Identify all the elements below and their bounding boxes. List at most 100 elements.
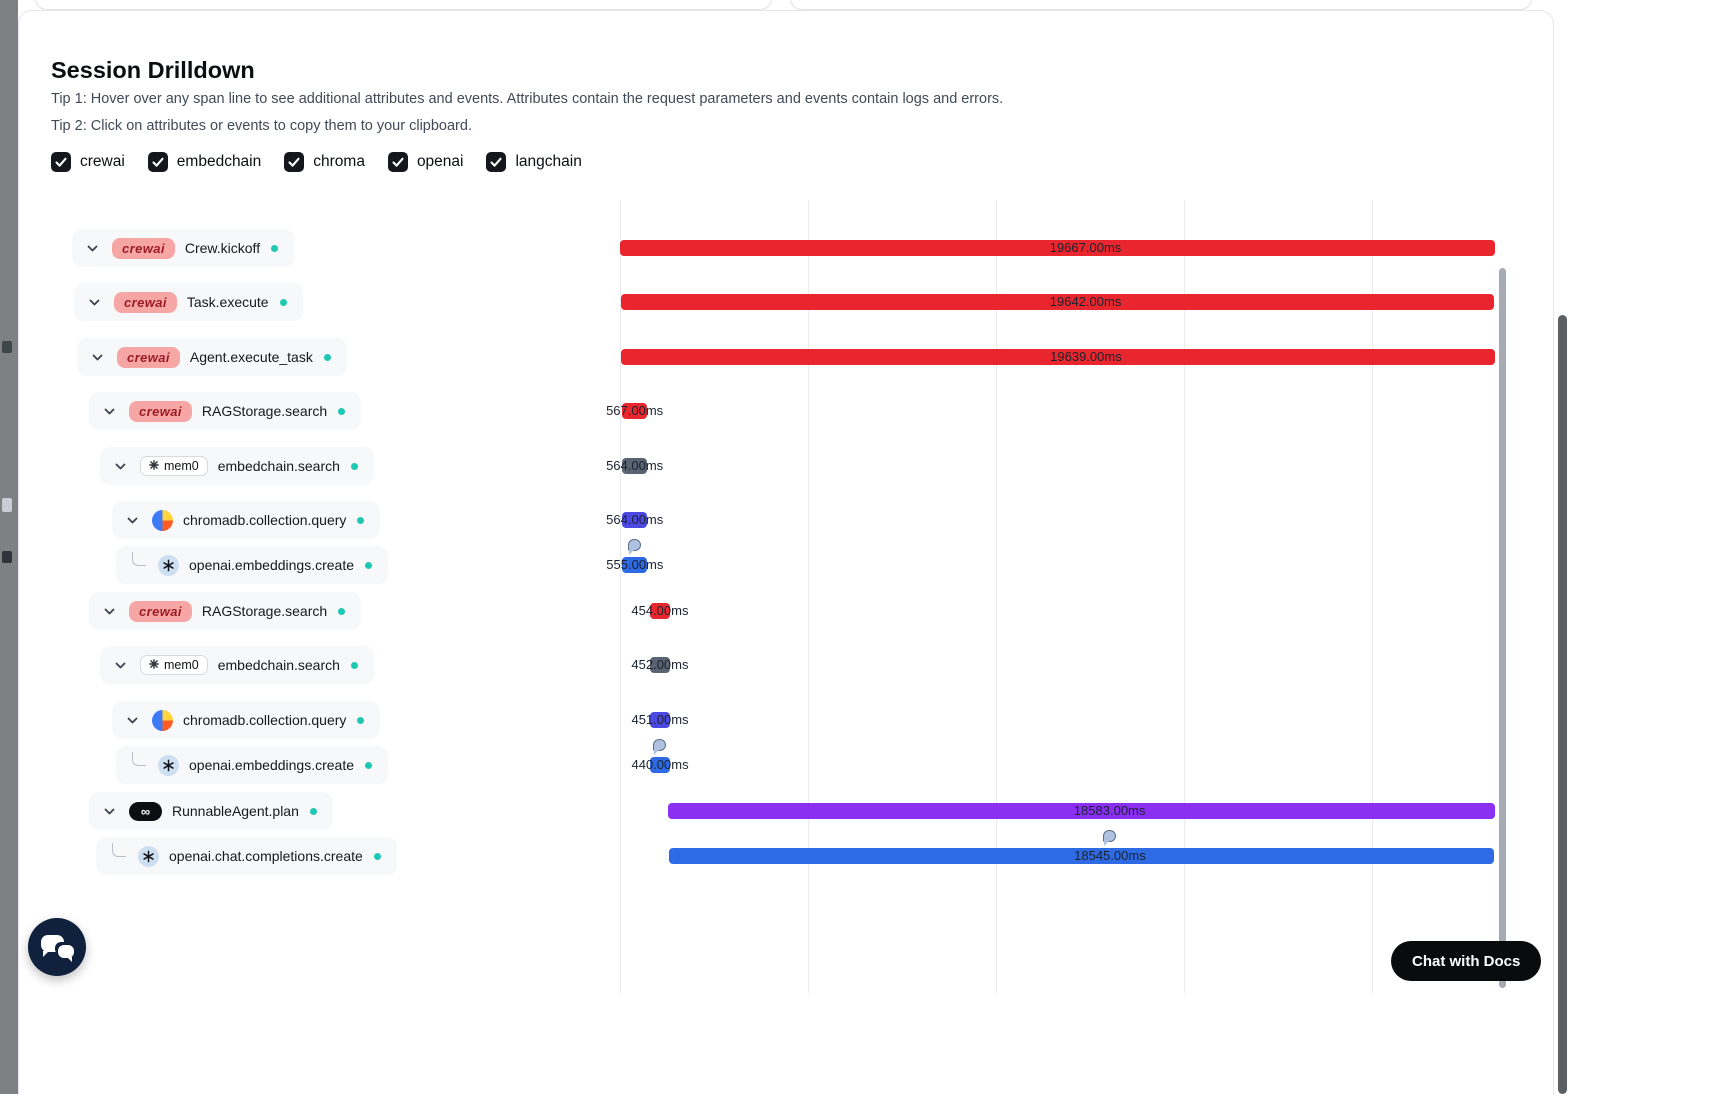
span-bar[interactable] xyxy=(622,557,648,573)
span-row-label[interactable]: crewai RAGStorage.search xyxy=(89,392,362,430)
top-card-left xyxy=(35,0,772,10)
page-title: Session Drilldown xyxy=(51,56,255,83)
chevron-down-icon[interactable] xyxy=(84,292,104,312)
chevron-down-icon[interactable] xyxy=(110,456,130,476)
chevron-down-icon[interactable] xyxy=(99,801,119,821)
span-row-label[interactable]: crewai Task.execute xyxy=(74,283,303,321)
crewai-checkbox-checked[interactable] xyxy=(51,152,71,172)
span-bar[interactable] xyxy=(649,712,671,728)
chroma-icon xyxy=(152,509,173,531)
openai-icon xyxy=(138,845,159,867)
span-bar[interactable] xyxy=(622,458,648,474)
span-name: RunnableAgent.plan xyxy=(172,803,299,819)
mem0-logo: mem0 xyxy=(140,455,208,477)
status-dot xyxy=(373,852,381,860)
span-row-label[interactable]: openai.chat.completions.create xyxy=(96,837,397,875)
mem0-label: mem0 xyxy=(164,657,199,672)
span-row-label[interactable]: crewai Crew.kickoff xyxy=(72,229,295,267)
span-bar[interactable] xyxy=(668,803,1495,819)
span-row-label[interactable]: mem0 embedchain.search xyxy=(100,646,374,684)
chevron-down-icon[interactable] xyxy=(122,710,142,730)
status-dot xyxy=(309,807,317,815)
filter-label: crewai xyxy=(80,153,125,170)
status-dot xyxy=(365,561,373,569)
span-bar[interactable] xyxy=(621,349,1495,365)
filter-label: chroma xyxy=(313,153,365,170)
filter-embedchain[interactable]: embedchain xyxy=(147,152,261,172)
timeline-gridline xyxy=(620,200,621,993)
chevron-down-icon[interactable] xyxy=(82,238,102,258)
span-row-label[interactable]: chromadb.collection.query xyxy=(112,501,381,539)
event-bubble-icon[interactable] xyxy=(1102,830,1116,846)
status-dot xyxy=(271,244,279,252)
langchain-checkbox-checked[interactable] xyxy=(486,152,507,172)
span-row-label[interactable]: crewai RAGStorage.search xyxy=(89,592,362,630)
chevron-down-icon[interactable] xyxy=(99,401,119,421)
page-scrollbar-thumb[interactable] xyxy=(1558,315,1567,1094)
span-row-label[interactable]: crewai Agent.execute_task xyxy=(77,338,347,376)
chevron-down-icon[interactable] xyxy=(99,601,119,621)
span-bar[interactable] xyxy=(669,848,1495,864)
span-duration: 454.00ms xyxy=(631,603,689,618)
span-duration: 564.00ms xyxy=(606,512,664,527)
openai-icon xyxy=(158,554,179,576)
span-row-label[interactable]: mem0 embedchain.search xyxy=(100,447,374,485)
filter-chroma[interactable]: chroma xyxy=(284,152,365,172)
langchain-icon: ∞ xyxy=(129,801,162,821)
filter-openai[interactable]: openai xyxy=(387,152,463,172)
background-artifact xyxy=(2,341,12,353)
filter-langchain[interactable]: langchain xyxy=(486,152,582,172)
chat-with-docs-button[interactable]: Chat with Docs xyxy=(1391,941,1542,981)
top-card-right xyxy=(790,0,1532,10)
status-dot xyxy=(365,761,373,769)
span-bar[interactable] xyxy=(622,512,648,528)
timeline-gridline xyxy=(808,200,809,993)
library-filters: crewai embedchain chroma openai langchain xyxy=(51,152,582,172)
span-bar[interactable] xyxy=(620,240,1495,256)
span-name: Agent.execute_task xyxy=(189,349,313,365)
event-bubble-icon[interactable] xyxy=(653,739,667,755)
chevron-down-icon[interactable] xyxy=(122,510,142,530)
span-name: chromadb.collection.query xyxy=(183,512,347,528)
crewai-logo: crewai xyxy=(112,237,175,259)
openai-icon xyxy=(158,754,179,776)
span-bar[interactable] xyxy=(650,757,670,773)
span-bar[interactable] xyxy=(649,603,670,619)
span-duration: 19639.00ms xyxy=(1050,349,1122,364)
span-name: embedchain.search xyxy=(217,657,340,673)
crewai-logo: crewai xyxy=(117,346,180,368)
chroma-checkbox-checked[interactable] xyxy=(284,152,305,172)
span-duration: 19642.00ms xyxy=(1049,294,1122,309)
span-name: openai.embeddings.create xyxy=(189,757,355,773)
chart-scrollbar-thumb[interactable] xyxy=(1499,268,1506,988)
status-dot xyxy=(338,407,346,415)
openai-checkbox-checked[interactable] xyxy=(387,152,408,172)
span-bar[interactable] xyxy=(649,657,670,673)
crewai-logo: crewai xyxy=(129,600,192,622)
chevron-down-icon[interactable] xyxy=(87,347,107,367)
filter-crewai[interactable]: crewai xyxy=(51,152,125,172)
span-row-label[interactable]: openai.embeddings.create xyxy=(116,546,389,584)
background-artifact xyxy=(2,498,12,512)
span-row-label[interactable]: ∞ RunnableAgent.plan xyxy=(89,792,333,830)
status-dot xyxy=(357,516,365,524)
span-row-label[interactable]: openai.embeddings.create xyxy=(116,746,389,784)
span-duration: 451.00ms xyxy=(631,712,689,727)
span-bar[interactable] xyxy=(622,403,648,419)
chat-launcher-button[interactable] xyxy=(28,918,86,976)
embedchain-checkbox-checked[interactable] xyxy=(147,152,168,172)
mem0-logo: mem0 xyxy=(140,654,208,676)
tree-connector-icon xyxy=(132,552,146,566)
timeline-gridline xyxy=(1184,200,1185,993)
crewai-logo: crewai xyxy=(114,291,177,313)
chroma-icon xyxy=(152,709,173,731)
tree-connector-icon xyxy=(132,752,146,766)
span-bar[interactable] xyxy=(620,294,1495,310)
status-dot xyxy=(350,661,358,669)
chevron-down-icon[interactable] xyxy=(110,655,130,675)
tip-2: Tip 2: Click on attributes or events to … xyxy=(51,117,472,134)
span-row-label[interactable]: chromadb.collection.query xyxy=(112,701,381,739)
event-bubble-icon[interactable] xyxy=(627,539,641,555)
tip-1: Tip 1: Hover over any span line to see a… xyxy=(51,90,1004,107)
